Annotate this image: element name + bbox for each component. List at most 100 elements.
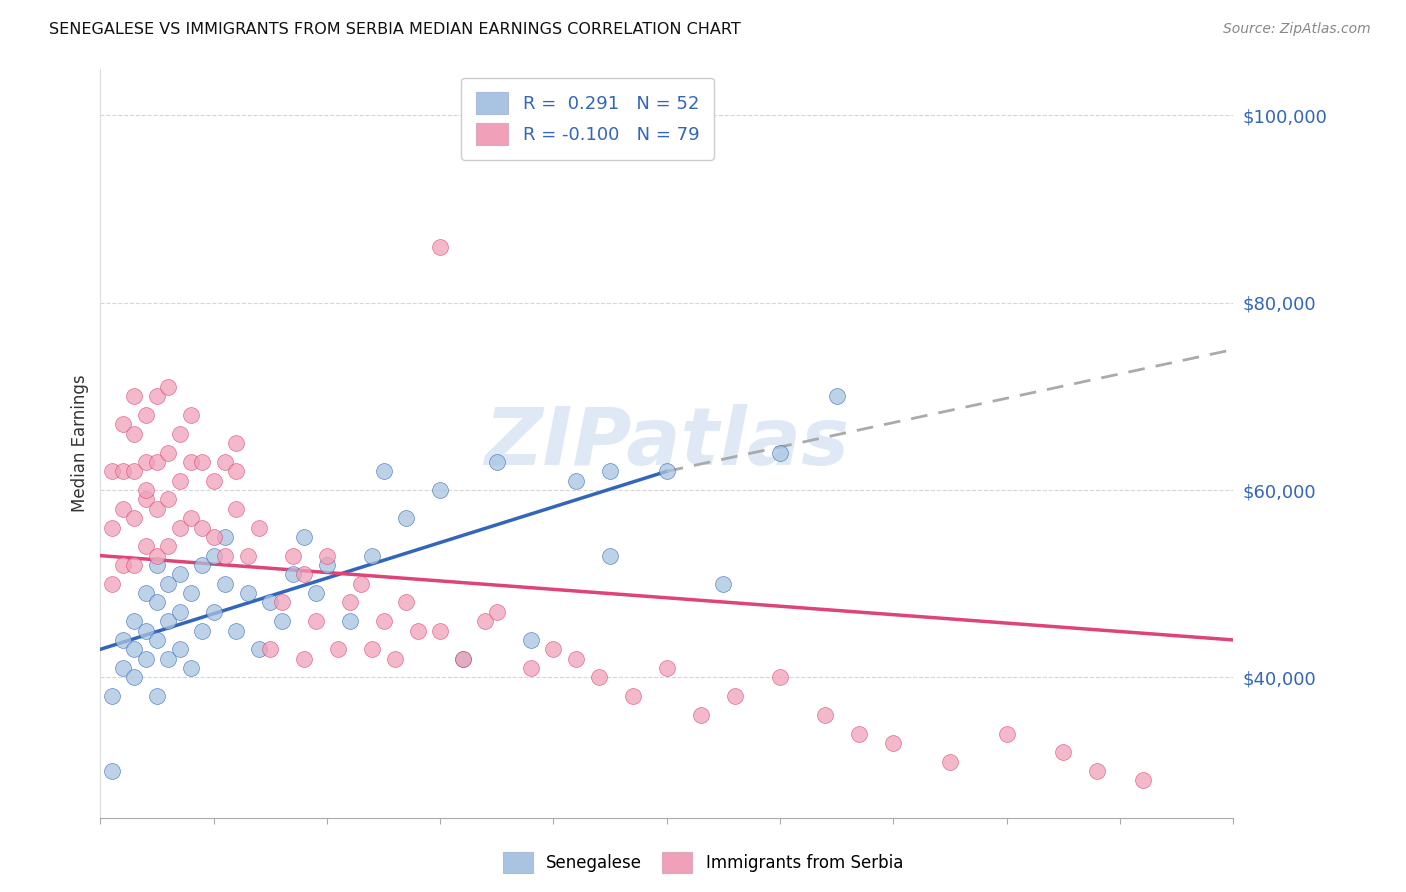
Point [485, 455, 508, 469]
Point [1085, 764, 1108, 778]
Point [769, 670, 792, 684]
Point [520, 632, 543, 647]
Point [146, 558, 169, 572]
Point [111, 501, 134, 516]
Point [1052, 745, 1074, 759]
Point [429, 624, 451, 638]
Point [395, 595, 418, 609]
Point [191, 624, 214, 638]
Point [135, 624, 157, 638]
Point [124, 389, 146, 403]
Point [180, 408, 202, 422]
Point [202, 474, 225, 488]
Point [281, 549, 304, 563]
Point [939, 755, 962, 769]
Point [169, 426, 191, 441]
Point [316, 549, 339, 563]
Point [124, 558, 146, 572]
Point [180, 455, 202, 469]
Point [599, 549, 621, 563]
Point [689, 707, 711, 722]
Point [180, 661, 202, 675]
Point [373, 464, 395, 478]
Point [135, 483, 157, 497]
Point [124, 642, 146, 657]
Point [292, 651, 315, 665]
Point [202, 530, 225, 544]
Point [100, 520, 122, 534]
Point [135, 455, 157, 469]
Point [135, 492, 157, 507]
Point [214, 549, 236, 563]
Point [135, 651, 157, 665]
Point [214, 530, 236, 544]
Point [281, 567, 304, 582]
Point [995, 726, 1018, 740]
Point [124, 511, 146, 525]
Point [111, 558, 134, 572]
Point [157, 539, 180, 553]
Point [339, 595, 361, 609]
Point [146, 455, 169, 469]
Point [146, 501, 169, 516]
Point [350, 576, 373, 591]
Point [214, 455, 236, 469]
Point [451, 651, 474, 665]
Point [169, 605, 191, 619]
Point [146, 689, 169, 703]
Point [236, 549, 259, 563]
Point [825, 389, 848, 403]
Point [543, 642, 565, 657]
Point [361, 549, 384, 563]
Point [655, 661, 678, 675]
Point [169, 567, 191, 582]
Point [655, 464, 678, 478]
Point [100, 689, 122, 703]
Point [157, 614, 180, 628]
Point [169, 520, 191, 534]
Point [191, 520, 214, 534]
Point [225, 464, 247, 478]
Point [485, 605, 508, 619]
Point [599, 464, 621, 478]
Point [225, 436, 247, 450]
Point [429, 483, 451, 497]
Point [395, 511, 418, 525]
Point [202, 605, 225, 619]
Point [135, 408, 157, 422]
Point [769, 445, 792, 459]
Point [292, 567, 315, 582]
Point [848, 726, 870, 740]
Point [259, 595, 281, 609]
Point [135, 586, 157, 600]
Point [169, 474, 191, 488]
Point [247, 520, 270, 534]
Point [270, 614, 292, 628]
Point [225, 501, 247, 516]
Point [304, 586, 326, 600]
Point [146, 632, 169, 647]
Text: SENEGALESE VS IMMIGRANTS FROM SERBIA MEDIAN EARNINGS CORRELATION CHART: SENEGALESE VS IMMIGRANTS FROM SERBIA MED… [49, 22, 741, 37]
Text: Source: ZipAtlas.com: Source: ZipAtlas.com [1223, 22, 1371, 37]
Point [100, 464, 122, 478]
Point [814, 707, 837, 722]
Y-axis label: Median Earnings: Median Earnings [72, 375, 89, 512]
Point [361, 642, 384, 657]
Point [565, 651, 588, 665]
Point [882, 736, 904, 750]
Point [191, 558, 214, 572]
Point [146, 549, 169, 563]
Point [111, 661, 134, 675]
Point [565, 474, 588, 488]
Point [146, 595, 169, 609]
Point [1132, 773, 1154, 788]
Point [202, 549, 225, 563]
Point [247, 642, 270, 657]
Point [146, 389, 169, 403]
Text: ZIPatlas: ZIPatlas [484, 404, 849, 483]
Point [225, 624, 247, 638]
Point [520, 661, 543, 675]
Point [135, 539, 157, 553]
Point [474, 614, 496, 628]
Point [451, 651, 474, 665]
